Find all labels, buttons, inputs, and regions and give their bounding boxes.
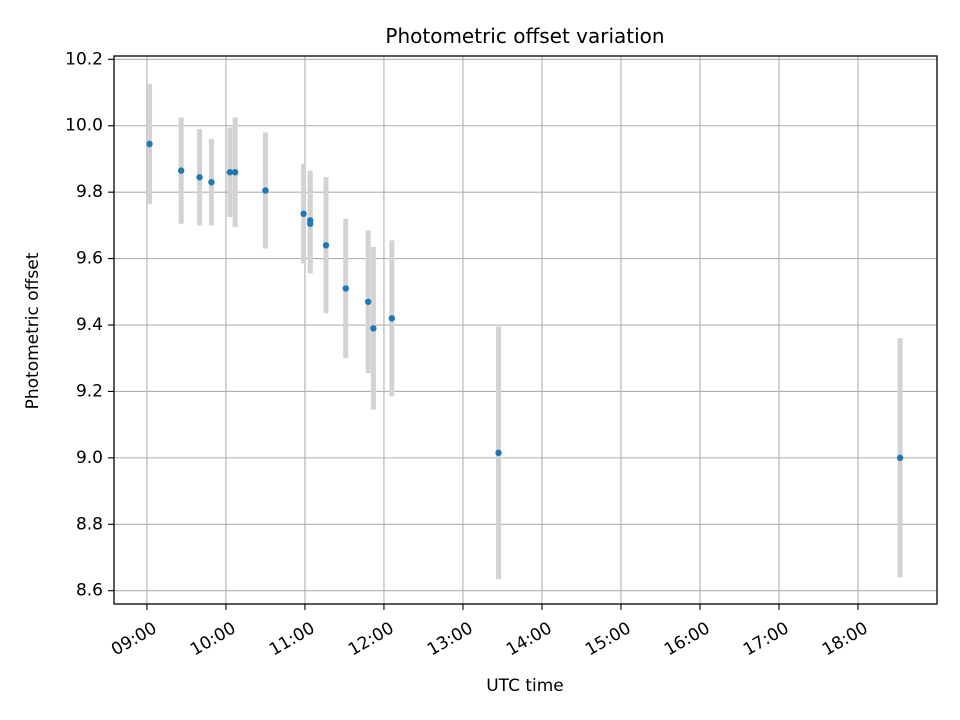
y-tick-label: 8.8	[76, 514, 103, 534]
y-tick-label: 9.4	[76, 315, 103, 335]
data-point	[495, 449, 502, 457]
y-tick-label: 9.8	[76, 182, 103, 202]
y-tick-label: 9.6	[76, 249, 103, 269]
y-tick-label: 10.2	[65, 49, 103, 69]
data-point	[896, 454, 904, 462]
data-point	[300, 210, 307, 217]
y-tick-label: 8.6	[76, 581, 103, 601]
data-point	[370, 325, 377, 332]
data-point	[262, 187, 269, 194]
data-point	[364, 298, 372, 305]
x-axis-label: UTC time	[486, 676, 564, 696]
y-axis-ticks: 8.6 8.8 9.0 9.2 9.4 9.6 9.8 10.0 10.2	[65, 49, 114, 601]
data-point	[388, 315, 396, 322]
data-point	[231, 169, 239, 176]
data-point	[196, 174, 203, 181]
plot-area-frame	[113, 55, 938, 605]
data-point	[322, 242, 330, 249]
data-point	[146, 140, 153, 148]
data-point	[226, 169, 234, 176]
data-point	[177, 167, 185, 174]
grid-lines	[114, 56, 937, 604]
data-point	[342, 285, 349, 292]
y-tick-label: 10.0	[65, 116, 103, 136]
data-point	[208, 179, 215, 186]
data-point	[307, 220, 314, 227]
y-tick-label: 9.0	[76, 448, 103, 468]
y-tick-label: 9.2	[76, 381, 103, 401]
data-points	[146, 140, 904, 462]
y-axis-label: Photometric offset	[23, 252, 43, 409]
chart-title: Photometric offset variation	[385, 24, 664, 48]
